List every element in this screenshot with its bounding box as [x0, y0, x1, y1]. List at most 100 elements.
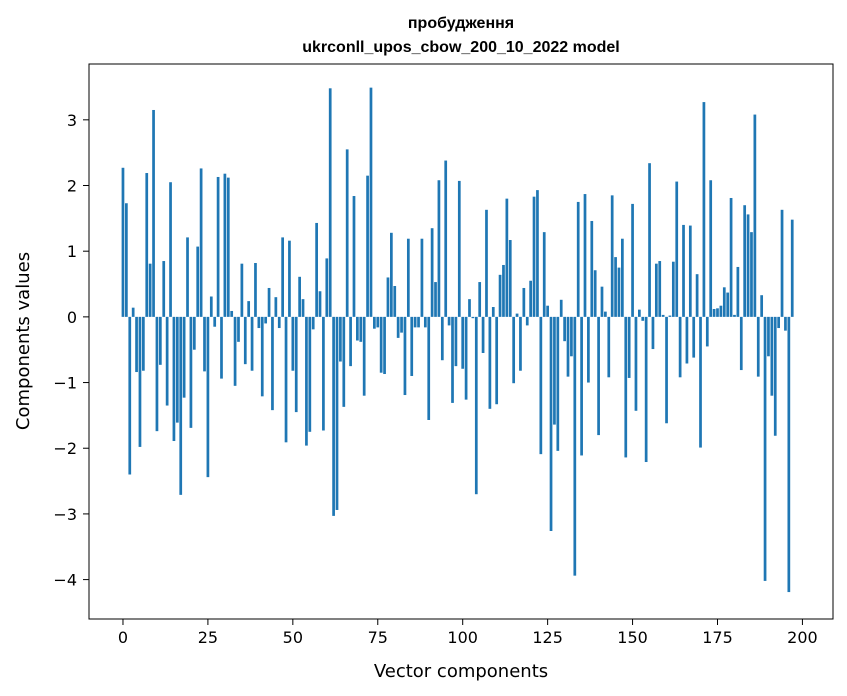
bar	[376, 316, 380, 328]
chart-title: пробудження	[408, 15, 514, 32]
bar	[651, 316, 655, 350]
bar	[654, 263, 658, 317]
x-tick-label: 200	[787, 628, 818, 647]
bar	[223, 173, 227, 317]
y-axis-label: Components values	[13, 252, 34, 430]
bar	[539, 316, 543, 455]
bar	[148, 263, 152, 317]
bar	[179, 316, 183, 495]
bar	[481, 316, 485, 353]
bar	[770, 316, 774, 396]
bar	[192, 316, 196, 350]
y-tick-label: 2	[67, 177, 77, 196]
bar	[271, 316, 274, 411]
bar	[546, 305, 549, 317]
bar	[203, 316, 206, 372]
bar	[675, 181, 679, 317]
bar	[128, 316, 132, 475]
bar	[284, 316, 288, 443]
bar	[688, 225, 692, 317]
bar	[356, 316, 359, 341]
bar	[417, 316, 420, 328]
bar	[624, 316, 628, 458]
bar	[396, 316, 400, 338]
bar	[641, 316, 645, 321]
bar	[563, 316, 566, 342]
bar	[790, 219, 794, 317]
bar	[648, 163, 651, 317]
bar	[631, 203, 634, 317]
bar	[135, 316, 138, 373]
bar	[206, 316, 210, 478]
chart-subtitle: ukrconll_upos_cbow_200_10_2022 model	[302, 39, 619, 56]
bar	[773, 316, 777, 436]
bar	[335, 316, 339, 510]
bar	[512, 316, 516, 384]
bar	[478, 282, 482, 317]
bar	[152, 109, 155, 317]
bar	[274, 297, 278, 317]
bar	[325, 258, 329, 317]
bar	[685, 316, 689, 364]
bar	[760, 295, 764, 317]
bar	[254, 263, 257, 317]
bar	[247, 301, 251, 317]
bar	[379, 316, 383, 373]
bar	[186, 237, 189, 317]
bar	[155, 316, 159, 432]
x-tick-label: 0	[118, 628, 128, 647]
bar	[243, 316, 247, 365]
bar	[468, 299, 471, 317]
bar	[495, 316, 499, 405]
bar	[400, 316, 403, 333]
bar	[406, 238, 410, 317]
bar	[264, 316, 268, 324]
bar	[553, 316, 556, 425]
bar	[162, 261, 166, 317]
bar	[716, 308, 719, 317]
bar	[437, 180, 441, 317]
bar	[345, 149, 349, 317]
y-tick-label: −4	[53, 571, 77, 590]
bar	[750, 232, 753, 317]
bar	[457, 180, 461, 317]
bar	[610, 195, 614, 317]
bar	[216, 176, 220, 317]
bar	[787, 316, 791, 593]
bar	[169, 182, 172, 317]
bar	[366, 175, 369, 317]
bar	[678, 316, 682, 378]
y-axis-ticks: −4 −3 −2 −1 0 1 2 3	[53, 111, 89, 590]
y-tick-label: 3	[67, 111, 77, 130]
bar	[570, 316, 573, 357]
bar	[593, 270, 597, 317]
bar	[784, 316, 787, 331]
bar	[736, 266, 740, 317]
bar	[158, 316, 162, 365]
bar	[165, 316, 169, 406]
bar	[627, 316, 631, 378]
bar	[634, 316, 638, 411]
x-axis-ticks: 0 25 50 75 100 125 150 175 200	[118, 619, 818, 647]
x-tick-label: 125	[532, 628, 563, 647]
bar	[318, 291, 322, 317]
bar	[542, 232, 546, 317]
bar	[373, 316, 376, 329]
bar	[464, 316, 468, 400]
bar	[505, 198, 509, 317]
bar	[423, 316, 427, 328]
bar	[359, 316, 363, 342]
bar	[240, 263, 244, 317]
bar	[695, 274, 699, 317]
y-tick-label: −2	[53, 439, 77, 458]
bar	[237, 316, 240, 342]
bar	[454, 316, 458, 367]
bar	[230, 310, 234, 317]
bar	[729, 197, 733, 317]
bar	[131, 307, 135, 317]
bar	[756, 316, 760, 377]
bar	[260, 316, 264, 397]
bar	[121, 167, 125, 317]
bar	[576, 201, 580, 317]
bar	[532, 196, 536, 317]
